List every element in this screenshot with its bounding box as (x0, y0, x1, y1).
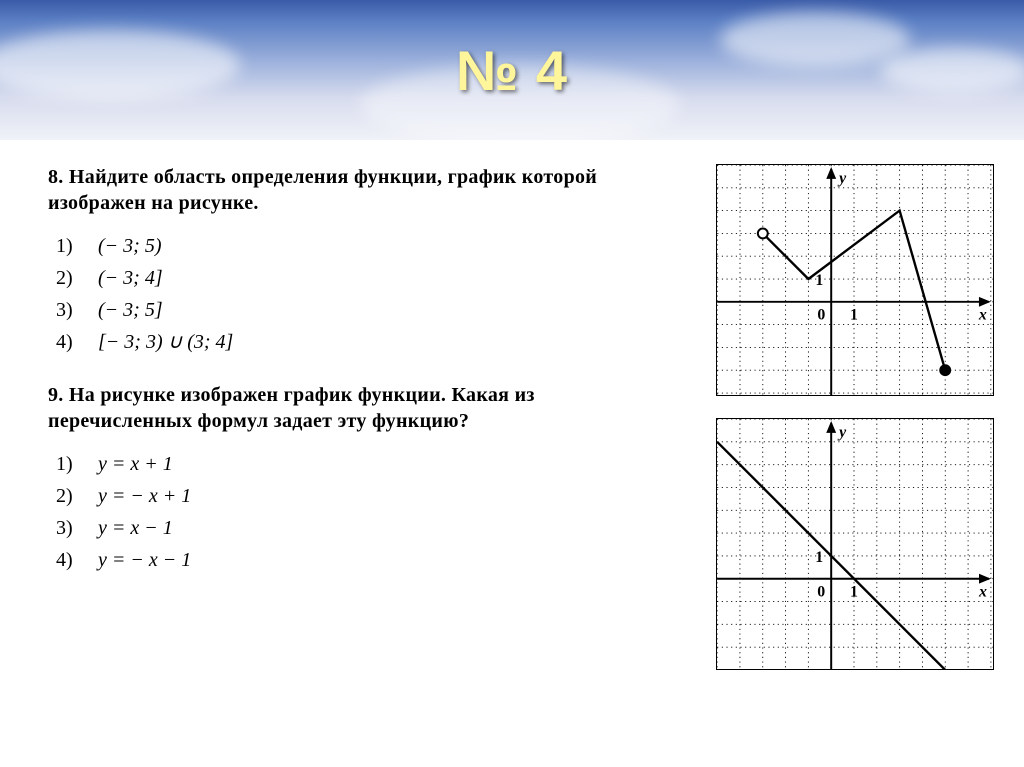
option-value: y = x − 1 (98, 512, 173, 544)
question-9-text: 9. На рисунке изображен график функции. … (48, 382, 666, 434)
option-value: (− 3; 4] (98, 262, 163, 294)
option-number: 4) (56, 326, 84, 358)
option-value: (− 3; 5) (98, 230, 161, 262)
svg-text:x: x (978, 307, 987, 324)
question-number: 8. (48, 166, 64, 188)
chart-q8: y x 0 1 1 (716, 164, 994, 396)
svg-text:1: 1 (850, 584, 858, 601)
svg-text:1: 1 (815, 272, 823, 289)
option-number: 1) (56, 448, 84, 480)
charts-column: y x 0 1 1 y x 0 1 1 (694, 164, 994, 670)
option-number: 3) (56, 294, 84, 326)
option-value: [− 3; 3) ∪ (3; 4] (98, 326, 233, 358)
question-8-text: 8. Найдите область определения функции, … (48, 164, 666, 216)
option-value: (− 3; 5] (98, 294, 163, 326)
option-row: 2) y = − x + 1 (56, 480, 666, 512)
option-value: y = x + 1 (98, 448, 173, 480)
title-banner: № 4 (0, 0, 1024, 140)
questions-column: 8. Найдите область определения функции, … (48, 164, 666, 670)
option-row: 3) (− 3; 5] (56, 294, 666, 326)
option-number: 3) (56, 512, 84, 544)
option-row: 4) y = − x − 1 (56, 544, 666, 576)
cloud-decoration (720, 12, 910, 67)
cloud-decoration (880, 48, 1024, 93)
svg-text:1: 1 (815, 549, 823, 566)
svg-text:y: y (837, 170, 847, 187)
question-number: 9. (48, 384, 64, 406)
option-row: 2) (− 3; 4] (56, 262, 666, 294)
option-value: y = − x + 1 (98, 480, 191, 512)
chart-q9: y x 0 1 1 (716, 418, 994, 670)
option-row: 1) y = x + 1 (56, 448, 666, 480)
option-number: 2) (56, 262, 84, 294)
svg-text:y: y (837, 424, 847, 441)
option-number: 2) (56, 480, 84, 512)
slide-title: № 4 (456, 38, 568, 103)
option-number: 1) (56, 230, 84, 262)
content-area: 8. Найдите область определения функции, … (0, 140, 1024, 680)
question-9-options: 1) y = x + 1 2) y = − x + 1 3) y = x − 1… (48, 448, 666, 576)
option-row: 4) [− 3; 3) ∪ (3; 4] (56, 326, 666, 358)
question-8-options: 1) (− 3; 5) 2) (− 3; 4] 3) (− 3; 5] 4) [… (48, 230, 666, 358)
svg-text:0: 0 (817, 307, 825, 324)
svg-text:x: x (978, 584, 987, 601)
question-prompt: На рисунке изображен график функции. Как… (48, 384, 535, 432)
option-row: 3) y = x − 1 (56, 512, 666, 544)
option-value: y = − x − 1 (98, 544, 191, 576)
option-number: 4) (56, 544, 84, 576)
cloud-decoration (0, 30, 240, 100)
question-prompt: Найдите область определения функции, гра… (48, 166, 597, 214)
svg-text:0: 0 (817, 584, 825, 601)
option-row: 1) (− 3; 5) (56, 230, 666, 262)
svg-text:1: 1 (850, 307, 858, 324)
